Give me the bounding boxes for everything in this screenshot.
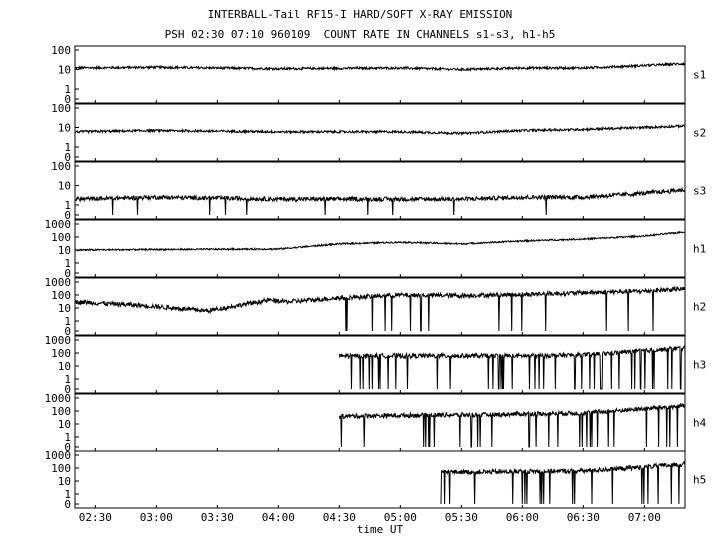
- series-line-s3: [74, 186, 686, 216]
- panel-frame-h4: [74, 393, 686, 452]
- panel-label-h5: h5: [693, 474, 706, 487]
- ytick-label-h1: 1000: [45, 218, 72, 231]
- ytick-label-s1: 100: [51, 44, 71, 57]
- ytick-label-h1: 0: [64, 267, 71, 280]
- panel-frame-s3: [74, 161, 686, 220]
- ytick-label-s3: 10: [58, 180, 71, 193]
- ytick-label-h4: 100: [51, 405, 71, 418]
- ytick-label-h5: 10: [58, 475, 71, 488]
- ytick-label-h1: 1: [64, 257, 71, 270]
- panel-label-h3: h3: [693, 359, 706, 372]
- ytick-label-h5: 0: [64, 498, 71, 511]
- series-line-h5: [440, 460, 686, 505]
- ytick-label-h2: 1: [64, 315, 71, 328]
- series-line-h4: [338, 402, 686, 448]
- ytick-label-h2: 10: [58, 302, 71, 315]
- panel-frame-h1: [74, 219, 686, 278]
- ytick-label-s1: 0: [64, 93, 71, 106]
- x-axis-label: time UT: [357, 523, 404, 536]
- panel-label-s3: s3: [693, 185, 706, 198]
- ytick-label-h3: 100: [51, 347, 71, 360]
- xtick-label: 04:30: [323, 511, 356, 524]
- panel-frame-h3: [74, 335, 686, 394]
- series-line-h2: [74, 285, 686, 332]
- xtick-label: 03:00: [140, 511, 173, 524]
- ytick-label-h4: 10: [58, 418, 71, 431]
- chart-subtitle: PSH 02:30 07:10 960109 COUNT RATE IN CHA…: [164, 28, 556, 41]
- xtick-label: 02:30: [79, 511, 112, 524]
- ytick-label-s1: 1: [64, 83, 71, 96]
- ytick-label-s2: 10: [58, 122, 71, 135]
- ytick-label-s2: 0: [64, 151, 71, 164]
- ytick-label-h3: 10: [58, 360, 71, 373]
- panel-label-s1: s1: [693, 69, 706, 82]
- xtick-label: 06:30: [567, 511, 600, 524]
- panel-frame-h2: [74, 277, 686, 336]
- xtick-label: 03:30: [201, 511, 234, 524]
- panel-label-h4: h4: [693, 417, 707, 430]
- ytick-label-s3: 0: [64, 209, 71, 222]
- series-line-h1: [74, 230, 686, 252]
- xtick-label: 05:30: [445, 511, 478, 524]
- ytick-label-h4: 1: [64, 431, 71, 444]
- ytick-label-h5: 1: [64, 488, 71, 501]
- ytick-label-s2: 100: [51, 102, 71, 115]
- ytick-label-s1: 10: [58, 64, 71, 77]
- xtick-label: 07:00: [628, 511, 661, 524]
- ytick-label-h2: 0: [64, 325, 71, 338]
- series-line-s2: [74, 123, 686, 137]
- ytick-label-s2: 1: [64, 141, 71, 154]
- chart-title: INTERBALL-Tail RF15-I HARD/SOFT X-RAY EM…: [207, 8, 513, 21]
- ytick-label-h5: 1000: [45, 449, 72, 462]
- panel-label-h1: h1: [693, 243, 706, 256]
- ytick-label-h3: 0: [64, 383, 71, 396]
- panel-frame-s1: [74, 45, 686, 104]
- xtick-label: 04:00: [262, 511, 295, 524]
- panel-frame-h5: [74, 450, 686, 509]
- ytick-label-h5: 100: [51, 462, 71, 475]
- ytick-label-h2: 100: [51, 289, 71, 302]
- panel-label-s2: s2: [693, 127, 706, 140]
- ytick-label-h4: 1000: [45, 392, 72, 405]
- series-line-h3: [338, 344, 686, 390]
- ytick-label-h3: 1: [64, 373, 71, 386]
- ytick-label-h2: 1000: [45, 276, 72, 289]
- ytick-label-h3: 1000: [45, 334, 72, 347]
- ytick-label-h1: 100: [51, 231, 71, 244]
- ytick-label-h4: 0: [64, 441, 71, 454]
- xtick-label: 05:00: [384, 511, 417, 524]
- ytick-label-h1: 10: [58, 244, 71, 257]
- ytick-label-s3: 1: [64, 199, 71, 212]
- ytick-label-s3: 100: [51, 160, 71, 173]
- series-line-s1: [75, 61, 686, 73]
- xtick-label: 06:00: [506, 511, 539, 524]
- panel-label-h2: h2: [693, 301, 706, 314]
